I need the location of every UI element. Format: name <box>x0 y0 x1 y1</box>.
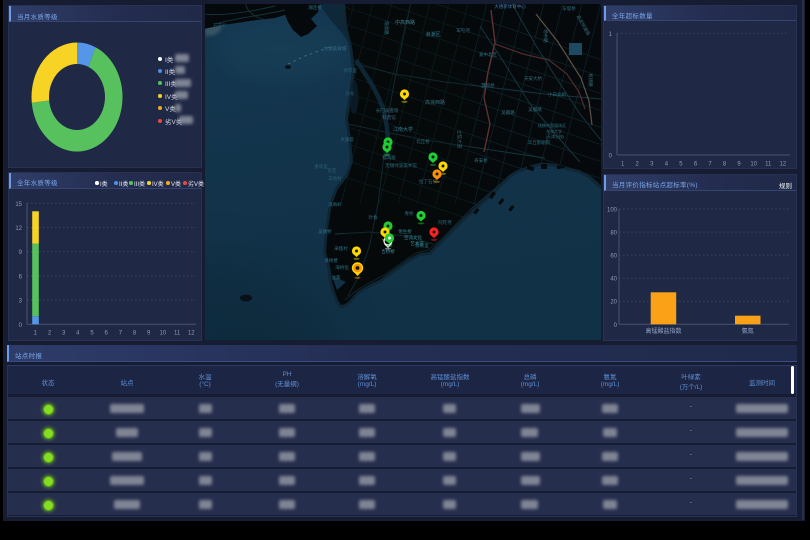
svg-text:3: 3 <box>19 299 23 305</box>
svg-text:长门溪壹境: 长门溪壹境 <box>376 107 399 114</box>
svg-text:重味里: 重味里 <box>314 163 328 170</box>
svg-text:青格楼: 青格楼 <box>324 257 338 264</box>
svg-text:中高西路: 中高西路 <box>395 19 415 26</box>
svg-text:2: 2 <box>636 162 640 168</box>
svg-text:15: 15 <box>15 202 22 208</box>
svg-text:无锡绿波美术馆: 无锡绿波美术馆 <box>385 162 417 169</box>
svg-text:华丘影剧院: 华丘影剧院 <box>528 139 551 146</box>
svg-text:天安大桥: 天安大桥 <box>524 75 542 82</box>
svg-text:10: 10 <box>750 162 757 168</box>
svg-text:东海大学: 东海大学 <box>546 128 562 134</box>
svg-text:立信大道: 立信大道 <box>456 130 463 148</box>
svg-text:大塘美食城: 大塘美食城 <box>324 45 347 52</box>
svg-text:12: 12 <box>779 162 786 168</box>
svg-text:爱中北区: 爱中北区 <box>479 51 497 58</box>
svg-text:军屯河: 军屯河 <box>456 27 470 34</box>
svg-text:6: 6 <box>694 162 698 168</box>
svg-text:6: 6 <box>19 274 23 280</box>
svg-text:江南大学: 江南大学 <box>393 126 413 133</box>
svg-text:12: 12 <box>15 226 22 232</box>
svg-text:9: 9 <box>147 331 151 337</box>
svg-text:5: 5 <box>679 162 683 168</box>
svg-text:6: 6 <box>105 331 109 337</box>
svg-text:吴捷桥: 吴捷桥 <box>318 228 332 235</box>
svg-text:东堤桥: 东堤桥 <box>562 5 576 12</box>
svg-text:氨氮: 氨氮 <box>742 327 754 335</box>
svg-text:大禧新体育中心: 大禧新体育中心 <box>494 4 526 10</box>
svg-text:北丘桥: 北丘桥 <box>416 138 430 145</box>
svg-text:高浪西路: 高浪西路 <box>425 99 445 106</box>
svg-text:高奇岭: 高奇岭 <box>328 201 342 208</box>
svg-text:群家里: 群家里 <box>415 242 429 249</box>
svg-text:石皮岭: 石皮岭 <box>213 22 227 29</box>
svg-text:场中路: 场中路 <box>542 29 549 43</box>
svg-text:容亚: 容亚 <box>328 167 337 174</box>
svg-text:沈家: 沈家 <box>332 274 341 281</box>
svg-text:80: 80 <box>610 231 617 237</box>
svg-text:8: 8 <box>723 162 727 168</box>
svg-text:4: 4 <box>76 331 80 337</box>
svg-text:2: 2 <box>48 331 52 337</box>
svg-text:空流文化: 空流文化 <box>404 234 422 241</box>
svg-text:100: 100 <box>607 208 618 214</box>
svg-text:(天津分校): (天津分校) <box>546 133 565 139</box>
svg-text:隐亮路: 隐亮路 <box>383 21 390 35</box>
svg-text:浪潮区: 浪潮区 <box>425 31 440 38</box>
svg-text:艺术宫: 艺术宫 <box>410 240 424 247</box>
svg-text:1: 1 <box>34 331 38 337</box>
svg-text:吴都路: 吴都路 <box>501 109 515 116</box>
svg-text:0: 0 <box>19 323 23 329</box>
svg-text:10: 10 <box>160 331 167 337</box>
svg-text:为冬: 为冬 <box>346 90 355 97</box>
svg-text:20: 20 <box>610 300 617 306</box>
svg-text:9: 9 <box>19 250 23 256</box>
svg-text:科普馆: 科普馆 <box>382 114 396 121</box>
svg-text:悟生桥: 悟生桥 <box>398 228 412 235</box>
svg-text:3: 3 <box>62 331 66 337</box>
svg-text:12: 12 <box>188 331 195 337</box>
svg-text:11: 11 <box>765 162 772 168</box>
svg-text:青桥: 青桥 <box>405 210 414 217</box>
svg-text:小白龙桥: 小白龙桥 <box>548 91 566 98</box>
svg-text:吴都路: 吴都路 <box>528 106 542 113</box>
svg-text:1: 1 <box>621 162 625 168</box>
svg-text:机场路: 机场路 <box>587 73 594 87</box>
svg-text:慧风桥: 慧风桥 <box>481 82 495 89</box>
svg-text:60: 60 <box>610 254 617 260</box>
svg-text:4: 4 <box>665 162 669 168</box>
svg-text:1: 1 <box>609 32 613 38</box>
svg-text:采槛村: 采槛村 <box>334 245 348 252</box>
svg-text:叶春: 叶春 <box>369 214 378 221</box>
svg-text:阿陀寺: 阿陀寺 <box>438 219 452 226</box>
svg-text:福润居: 福润居 <box>382 154 396 161</box>
svg-text:高锰酸盐指数: 高锰酸盐指数 <box>645 327 681 335</box>
svg-text:0: 0 <box>614 323 618 329</box>
svg-text:8: 8 <box>133 331 137 337</box>
svg-text:羊岐村: 羊岐村 <box>328 175 342 182</box>
svg-text:7: 7 <box>708 162 712 168</box>
svg-text:海桥恒: 海桥恒 <box>335 264 349 271</box>
svg-text:佛市里: 佛市里 <box>343 67 357 74</box>
svg-text:吉桥桥: 吉桥桥 <box>381 248 395 255</box>
svg-text:潮连桥: 潮连桥 <box>308 4 322 11</box>
svg-text:9: 9 <box>737 162 741 168</box>
svg-text:40: 40 <box>610 277 617 283</box>
svg-text:恒丁石桥: 恒丁石桥 <box>419 178 437 185</box>
svg-text:7: 7 <box>119 331 123 337</box>
svg-text:大泽塔: 大泽塔 <box>340 136 354 143</box>
svg-text:5: 5 <box>90 331 94 337</box>
svg-text:寿安桥: 寿安桥 <box>474 157 488 164</box>
svg-text:0: 0 <box>609 154 613 160</box>
svg-text:3: 3 <box>650 162 654 168</box>
svg-text:核桃中国媒体区: 核桃中国媒体区 <box>538 122 566 128</box>
svg-text:11: 11 <box>174 331 181 337</box>
